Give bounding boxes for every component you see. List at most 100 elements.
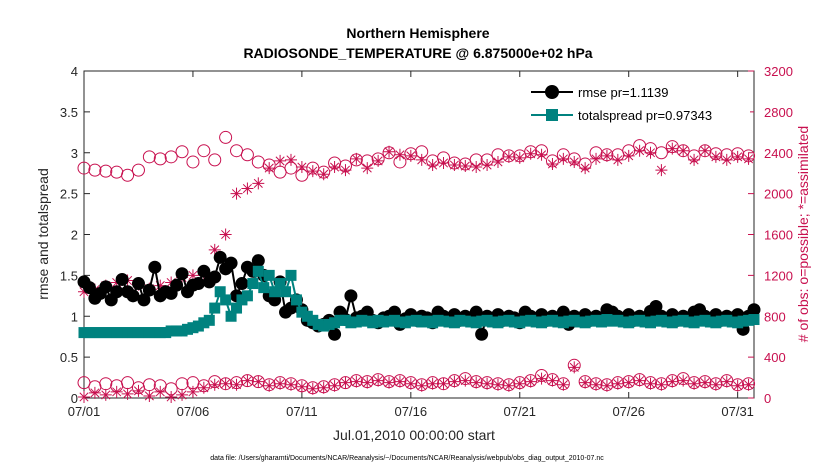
obs-assimilated-point bbox=[448, 159, 461, 172]
rmse-point bbox=[197, 264, 211, 278]
y2-tick-label: 3200 bbox=[764, 64, 793, 79]
obs-assimilated-point bbox=[372, 374, 385, 387]
obs-assimilated-point bbox=[600, 149, 613, 162]
footnote: data file: /Users/gharamti/Documents/NCA… bbox=[210, 455, 604, 462]
rmse-point bbox=[747, 303, 761, 317]
rmse-point bbox=[115, 272, 129, 286]
y-ticks: 0 0.5 1 1.5 2 2.5 3 3.5 4 bbox=[60, 64, 90, 406]
obs-assimilated-point bbox=[361, 376, 374, 389]
obs-assimilated-point bbox=[208, 378, 221, 391]
obs-assimilated-point bbox=[426, 377, 439, 390]
obs-assimilated-point bbox=[742, 378, 755, 391]
obs-possible-point bbox=[99, 377, 113, 391]
obs-assimilated-point bbox=[655, 378, 668, 391]
y2-tick-label: 2800 bbox=[764, 105, 793, 120]
obs-assimilated-point bbox=[698, 144, 711, 157]
obs-assimilated-point bbox=[415, 153, 428, 166]
x-tick-label: 07/31 bbox=[721, 404, 754, 419]
obs-assimilated-point bbox=[99, 388, 112, 401]
y-tick-label: 2.5 bbox=[60, 187, 78, 202]
obs-assimilated-point bbox=[720, 153, 733, 166]
y-tick-label: 0 bbox=[71, 391, 78, 406]
obs-assimilated-point bbox=[263, 162, 276, 175]
obs-assimilated-point bbox=[731, 150, 744, 163]
obs-possible-point bbox=[219, 130, 233, 144]
obs-possible-point bbox=[99, 164, 113, 178]
obs-assimilated-point bbox=[698, 376, 711, 389]
y-tick-label: 2 bbox=[71, 228, 78, 243]
obs-assimilated-point bbox=[241, 374, 254, 387]
y-tick-label: 0.5 bbox=[60, 350, 78, 365]
y2-tick-label: 400 bbox=[764, 350, 786, 365]
obs-assimilated-point bbox=[513, 151, 526, 164]
rmse-point bbox=[344, 289, 358, 303]
plot-area bbox=[77, 130, 761, 403]
y2-tick-label: 1200 bbox=[764, 268, 793, 283]
obs-assimilated-point bbox=[481, 159, 494, 172]
obs-assimilated-point bbox=[437, 156, 450, 169]
obs-assimilated-point bbox=[568, 361, 581, 374]
obs-assimilated-point bbox=[393, 375, 406, 388]
obs-assimilated-point bbox=[350, 375, 363, 388]
obs-assimilated-point bbox=[524, 147, 537, 160]
rmse-point bbox=[170, 278, 184, 292]
obs-assimilated-point bbox=[339, 164, 352, 177]
legend-totalspread-marker bbox=[546, 109, 558, 121]
x-ticks: 07/01 07/06 07/11 07/16 07/21 07/26 07/31 bbox=[68, 71, 754, 419]
obs-assimilated-point bbox=[295, 161, 308, 174]
obs-possible-point bbox=[208, 153, 222, 167]
obs-possible-point bbox=[121, 168, 135, 182]
y2-ticks: 0 400 800 1200 1600 2000 2400 2800 3200 bbox=[748, 64, 793, 406]
obs-assimilated-point bbox=[600, 379, 613, 392]
obs-assimilated-point bbox=[197, 381, 210, 394]
obs-possible-point bbox=[240, 148, 254, 162]
obs-assimilated-point bbox=[546, 157, 559, 170]
obs-possible-point bbox=[110, 165, 124, 179]
obs-assimilated-point bbox=[350, 152, 363, 165]
rmse-point bbox=[175, 267, 189, 281]
totalspread-point bbox=[290, 294, 302, 306]
totalspread-point bbox=[252, 265, 264, 277]
x-tick-label: 07/26 bbox=[612, 404, 645, 419]
obs-assimilated-point bbox=[121, 387, 134, 400]
obs-possible-point bbox=[121, 376, 135, 390]
totalspread-point bbox=[258, 282, 270, 294]
obs-assimilated-point bbox=[709, 378, 722, 391]
totalspread-point bbox=[231, 302, 243, 314]
obs-assimilated-point bbox=[622, 376, 635, 389]
obs-assimilated-point bbox=[78, 390, 90, 403]
obs-assimilated-point bbox=[579, 162, 592, 175]
rmse-point bbox=[131, 277, 145, 291]
obs-assimilated-point bbox=[176, 388, 189, 401]
totalspread-point bbox=[263, 269, 275, 281]
obs-assimilated-point bbox=[328, 379, 341, 392]
totalspread-point bbox=[247, 278, 259, 290]
obs-assimilated-point bbox=[513, 377, 526, 390]
obs-assimilated-point bbox=[535, 148, 548, 161]
obs-assimilated-point bbox=[219, 228, 232, 241]
obs-assimilated-point bbox=[393, 148, 406, 161]
totalspread-point bbox=[280, 286, 292, 298]
obs-assimilated-point bbox=[655, 164, 668, 177]
obs-assimilated-point bbox=[677, 144, 690, 157]
x-tick-label: 07/06 bbox=[177, 404, 210, 419]
obs-assimilated-point bbox=[404, 377, 417, 390]
y-tick-label: 4 bbox=[71, 64, 78, 79]
obs-assimilated-point bbox=[306, 165, 319, 178]
rmse-point bbox=[475, 327, 489, 341]
rmse-point bbox=[126, 289, 140, 303]
rmse-point bbox=[251, 254, 265, 268]
obs-assimilated-point bbox=[546, 374, 559, 387]
obs-assimilated-point bbox=[78, 285, 90, 298]
obs-assimilated-point bbox=[230, 378, 243, 391]
obs-assimilated-point bbox=[666, 142, 679, 155]
chart-title: Northern Hemisphere bbox=[346, 25, 489, 41]
obs-assimilated-point bbox=[165, 390, 178, 403]
y2-tick-label: 0 bbox=[764, 391, 771, 406]
rmse-point bbox=[649, 299, 663, 313]
chart-subtitle: RADIOSONDE_TEMPERATURE @ 6.875000e+02 hP… bbox=[243, 45, 592, 61]
rmse-point bbox=[142, 283, 156, 297]
obs-assimilated-point bbox=[274, 377, 287, 390]
rmse-point bbox=[191, 277, 205, 291]
